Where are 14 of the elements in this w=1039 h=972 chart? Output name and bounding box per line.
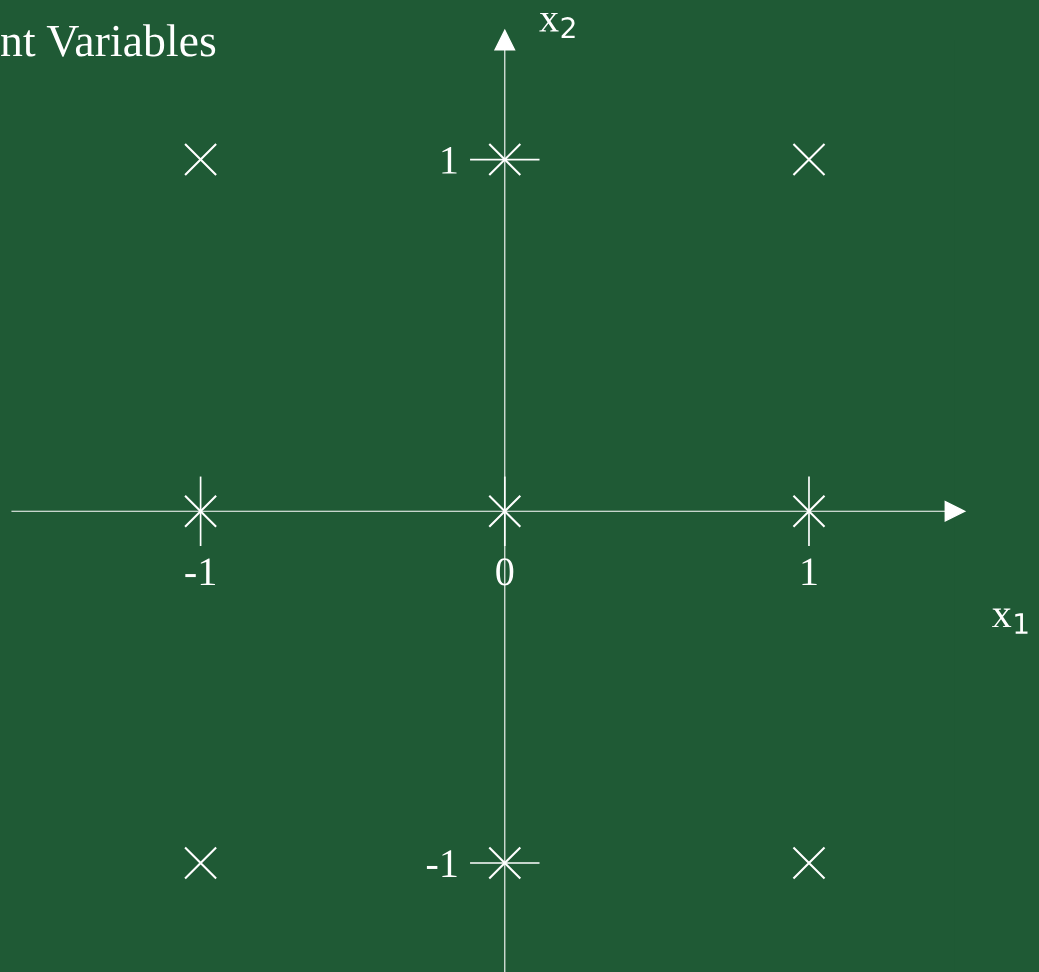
point [792, 846, 826, 880]
x-tick-label: 1 [802, 558, 817, 586]
point [184, 846, 218, 880]
point [792, 143, 826, 177]
point [488, 494, 522, 528]
chart-title: nt Variables [1, 24, 216, 57]
point [184, 143, 218, 177]
point [488, 143, 522, 177]
point [792, 494, 826, 528]
y-axis-title: x$_{2}$ [539, 12, 575, 38]
point [488, 846, 522, 880]
x-tick-label: -1 [185, 558, 215, 586]
point [184, 494, 218, 528]
x-axis-title: x$_{1}$ [991, 608, 1028, 634]
